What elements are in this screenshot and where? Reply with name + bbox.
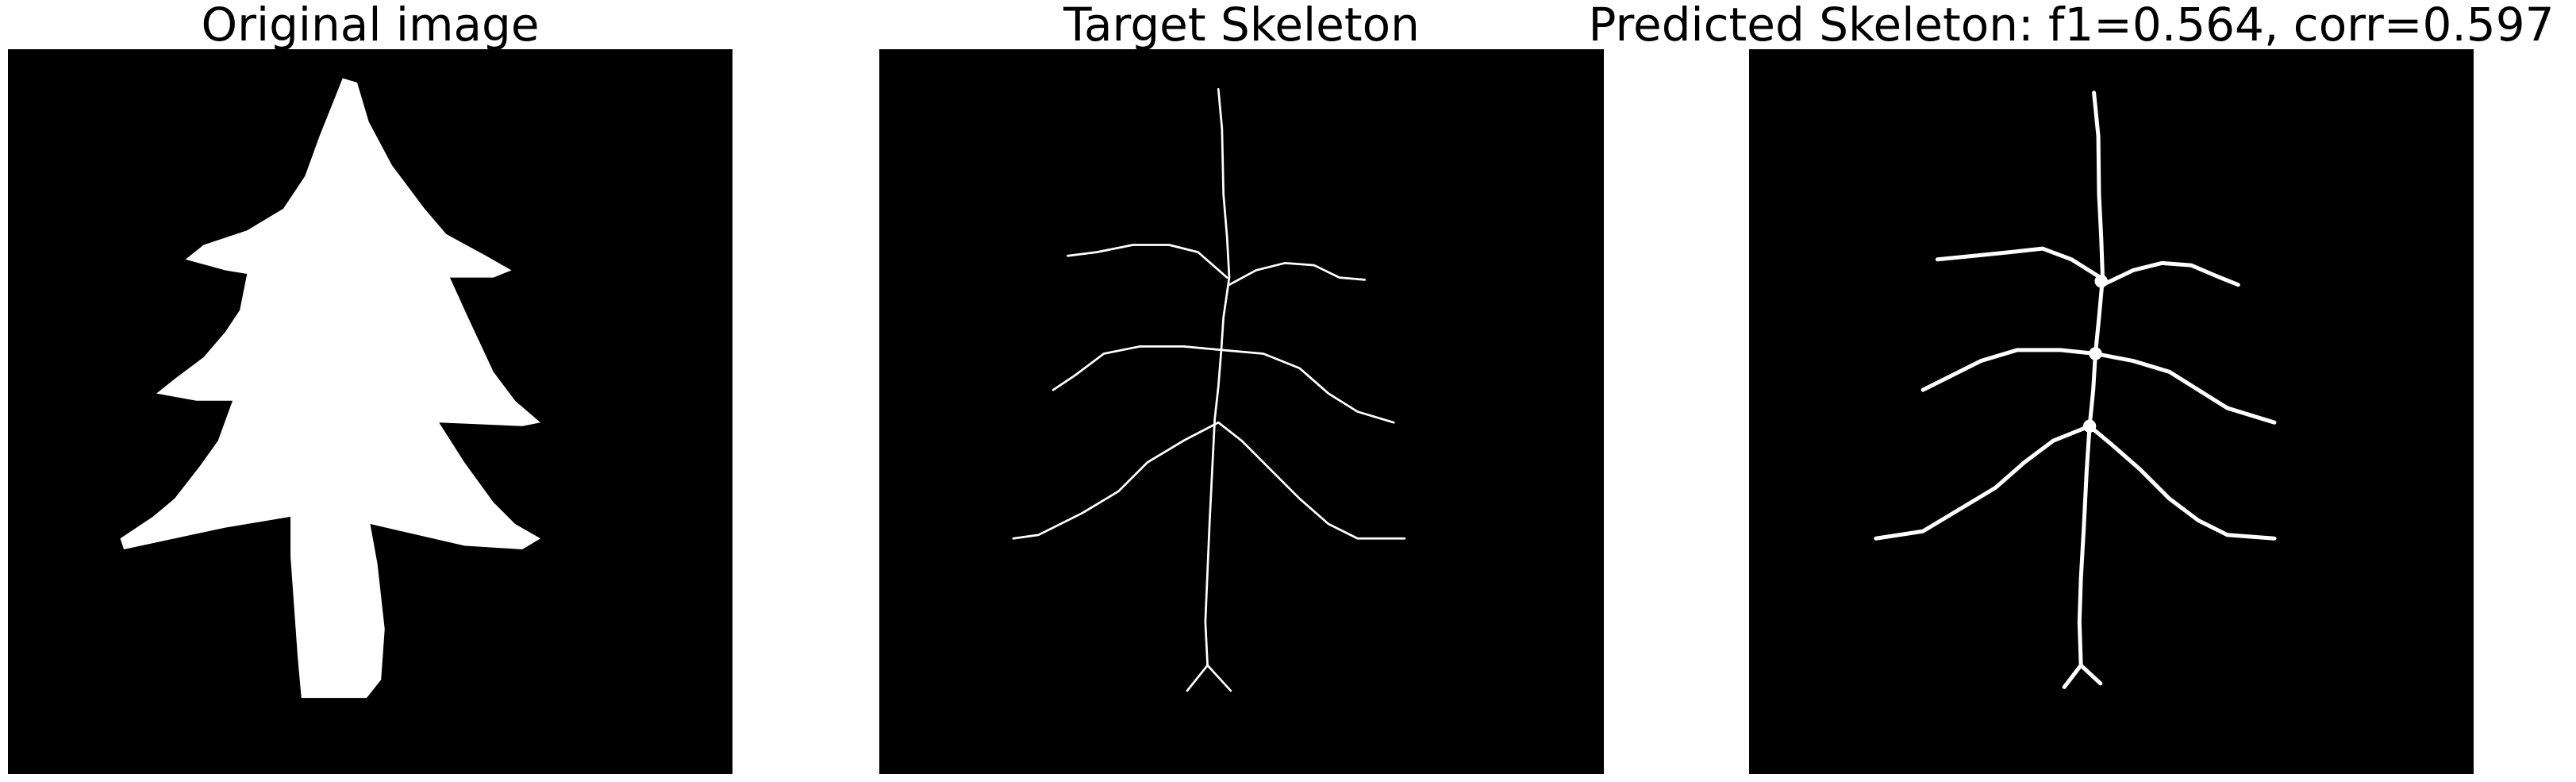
original-image-panel <box>8 49 732 774</box>
predicted-branch-2-left <box>1920 348 2097 392</box>
predicted-branch-3-left <box>1874 424 2092 541</box>
predicted-junction-bottom <box>2082 419 2097 433</box>
target-root-right <box>1206 664 1232 692</box>
predicted-junction-top <box>2094 274 2108 288</box>
predicted-junction-middle <box>2089 347 2102 360</box>
panel-title-predicted: Predicted Skeleton: f1=0.564, corr=0.597 <box>1588 0 2555 52</box>
panel-title-original: Original image <box>201 0 540 52</box>
predicted-root-right <box>2078 663 2103 686</box>
target-branch-3-right <box>1217 421 1406 540</box>
target-branch-2-left <box>1052 345 1224 391</box>
target-branch-1-left <box>1067 244 1228 279</box>
tree-silhouette <box>120 78 541 699</box>
target-branch-2-right <box>1221 349 1395 424</box>
predicted-trunk <box>2077 91 2105 668</box>
predicted-branch-3-right <box>2087 424 2277 541</box>
panel-title-target: Target Skeleton <box>1063 0 1420 52</box>
predicted-branch-2-right <box>2093 351 2277 425</box>
target-skeleton-panel <box>879 49 1604 774</box>
target-branch-1-right <box>1228 261 1367 287</box>
target-branch-3-left <box>1012 421 1220 540</box>
target-skeleton-lines <box>1012 87 1406 692</box>
predicted-branch-1-left <box>1935 246 2103 280</box>
target-trunk <box>1204 87 1231 667</box>
predicted-skeleton-lines <box>1874 91 2277 689</box>
predicted-root-left <box>2062 663 2083 689</box>
predicted-skeleton-panel <box>1749 49 2474 774</box>
predicted-branch-1-right <box>2101 260 2240 287</box>
target-root-left <box>1186 664 1209 692</box>
